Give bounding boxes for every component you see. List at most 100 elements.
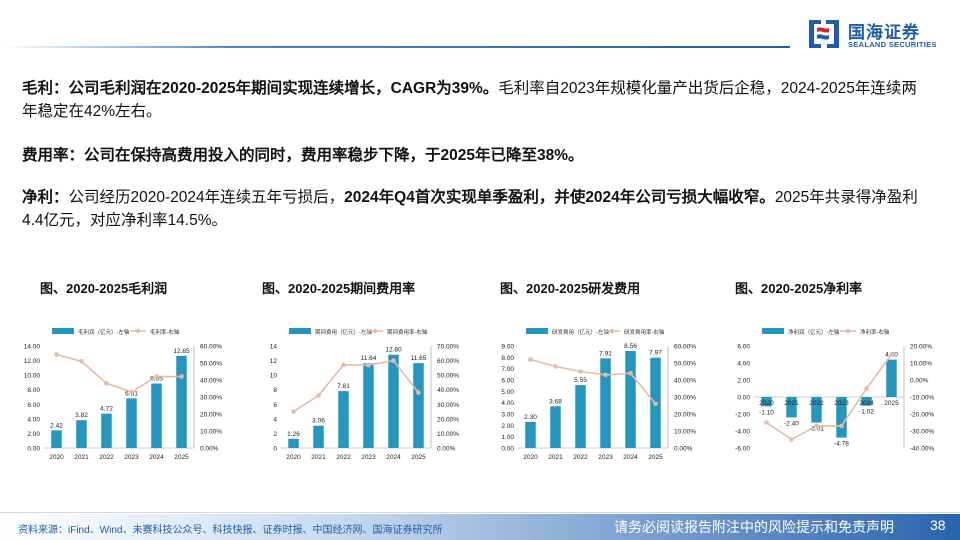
bar	[525, 421, 536, 448]
y-right-tick-label: 0.00%	[910, 378, 929, 385]
y-right-tick-label: 30.00%	[200, 395, 222, 402]
net-profit-paragraph: 净利：公司经历2020-2024年连续五年亏损后，2024年Q4首次实现单季盈利…	[22, 186, 922, 232]
p3-text-run: 2025年共录得净盈利4.4亿元，对应净利率14.5%。	[22, 189, 918, 229]
bar	[151, 383, 162, 448]
x-tick-label: 2025	[884, 400, 899, 407]
rd-expense-chart-svg: 研发费用（亿元）-左轴 研发费用率-右轴 0.00 1.00 2.00 3.00 4.00 5…	[501, 328, 696, 461]
bar	[836, 397, 847, 438]
y-right-tick-label: 40.00%	[200, 378, 222, 385]
bar	[363, 363, 374, 448]
y-left-tick-label: -6.00	[735, 446, 750, 453]
p3-text-run: 净利：	[22, 189, 69, 206]
x-tick-label: 2023	[124, 454, 139, 461]
p3-text-run: 公司经历2020-2024年连续五年亏损后，	[68, 189, 345, 206]
bar-value-label: 8.56	[624, 343, 637, 350]
y-left-tick-label: 8.00	[501, 355, 514, 362]
y-right-tick-label: 20.00%	[200, 412, 222, 419]
ratio-point	[864, 386, 869, 391]
ratio-line	[766, 354, 893, 441]
bar	[886, 359, 897, 397]
figure-title-rd-expense: 图、2020-2025研发费用	[500, 281, 641, 296]
bar	[338, 391, 349, 448]
y-left-tick-label: 14.00	[24, 344, 41, 351]
ratio-point	[316, 393, 321, 398]
y-left-tick-label: 2.00	[737, 378, 750, 385]
y-right-tick-label: 50.00%	[437, 373, 459, 380]
bar-value-label: 2.42	[50, 422, 63, 429]
legend-bar-swatch	[289, 328, 311, 334]
x-tick-label: 2025	[174, 454, 189, 461]
net-margin-chart: 净利润（亿元）-左轴 净利率-右轴 -6.00 -4.00 -2.00 0.00 2.00 4…	[718, 318, 948, 468]
p1-text-run: 毛利率自2023年规模化量产出货后企稳，2024-2025年连续两年稳定在42%…	[22, 80, 917, 120]
gross-profit-chart-svg: 毛利润（亿元）-左轴 毛利率-右轴 0.00 2.00 4.00 6.00 8.00 10.0…	[24, 328, 222, 461]
legend-line-marker	[135, 328, 141, 334]
legend-line-label: 毛利率-右轴	[150, 328, 180, 336]
ratio-point	[653, 401, 658, 407]
y-right-tick-label: 30.00%	[437, 402, 459, 409]
legend-bar-swatch	[762, 328, 784, 334]
bar	[761, 397, 772, 407]
bar	[388, 354, 399, 448]
y-right-tick-label: 70.00%	[437, 344, 459, 351]
figure-title-net-margin: 图、2020-2025净利率	[735, 281, 863, 296]
y-right-tick-label: 60.00%	[437, 358, 459, 365]
y-left-tick-label: 12.00	[24, 358, 41, 365]
y-right-tick-label: 10.00%	[910, 361, 932, 368]
bar-value-label: 3.68	[549, 398, 562, 405]
bar-value-label: 12.65	[173, 348, 190, 355]
bar	[550, 406, 561, 448]
bar	[313, 425, 324, 448]
y-right-tick-label: 40.00%	[674, 378, 696, 385]
y-left-tick-label: 10	[270, 373, 278, 380]
legend-bar-label: 研发费用（亿元）-左轴	[552, 328, 609, 336]
ratio-line	[56, 353, 182, 393]
x-tick-label: 2022	[573, 454, 588, 461]
y-left-tick-label: 5.00	[501, 389, 514, 396]
x-tick-label: 2020	[759, 400, 774, 407]
bar	[861, 397, 872, 406]
x-tick-label: 2020	[49, 454, 64, 461]
footer-rule	[0, 512, 960, 513]
header-bar: 国海证券 SEALAND SECURITIES	[0, 0, 960, 62]
y-left-tick-label: 9.00	[501, 344, 514, 351]
ratio-point	[291, 409, 296, 414]
ratio-point	[553, 364, 558, 369]
x-tick-label: 2022	[809, 400, 824, 407]
y-right-tick-label: 50.00%	[200, 361, 222, 368]
bar-value-label: 7.97	[649, 350, 662, 357]
bar	[76, 420, 87, 448]
legend-bar-label: 净利润（亿元）-左轴	[788, 328, 840, 336]
y-left-tick-label: 4	[273, 416, 277, 423]
y-left-tick-label: 0.00	[501, 446, 514, 453]
y-left-tick-label: 10.00	[24, 373, 41, 380]
y-left-tick-label: 2.00	[27, 431, 40, 438]
bar-value-label: -4.78	[834, 441, 849, 448]
bar	[600, 358, 611, 448]
bar-value-label: 5.55	[574, 377, 587, 384]
y-left-tick-label: 7.00	[501, 366, 514, 373]
bar-value-label: 11.64	[361, 355, 377, 362]
ratio-point	[391, 358, 396, 363]
p1-text-run: 毛利：公司毛利润在2020-2025年期间实现连续增长，CAGR为39%。	[22, 80, 499, 97]
y-left-tick-label: 2	[273, 431, 277, 438]
x-tick-label: 2021	[784, 400, 799, 407]
bar-value-label: 8.85	[150, 376, 163, 383]
bar	[288, 438, 299, 448]
y-left-tick-label: 1.00	[501, 434, 514, 441]
x-tick-label: 2024	[859, 400, 874, 407]
y-right-tick-label: -30.00%	[910, 429, 934, 436]
y-right-tick-label: 10.00%	[200, 429, 222, 436]
x-tick-label: 2023	[598, 454, 613, 461]
x-tick-label: 2022	[336, 454, 351, 461]
x-tick-label: 2025	[648, 454, 663, 461]
bar-value-label: 7.81	[337, 383, 350, 390]
gross-profit-chart: 毛利润（亿元）-左轴 毛利率-右轴 0.00 2.00 4.00 6.00 8.00 10.0…	[8, 318, 238, 468]
x-tick-label: 2024	[623, 454, 638, 461]
logo-english-name: SEALAND SECURITIES	[848, 40, 937, 49]
y-left-tick-label: 6.00	[27, 402, 40, 409]
ratio-point	[79, 359, 84, 364]
legend-line-label: 研发费用率-右轴	[624, 328, 665, 336]
bar	[126, 398, 137, 448]
bar	[625, 350, 636, 448]
ratio-point	[839, 423, 844, 429]
